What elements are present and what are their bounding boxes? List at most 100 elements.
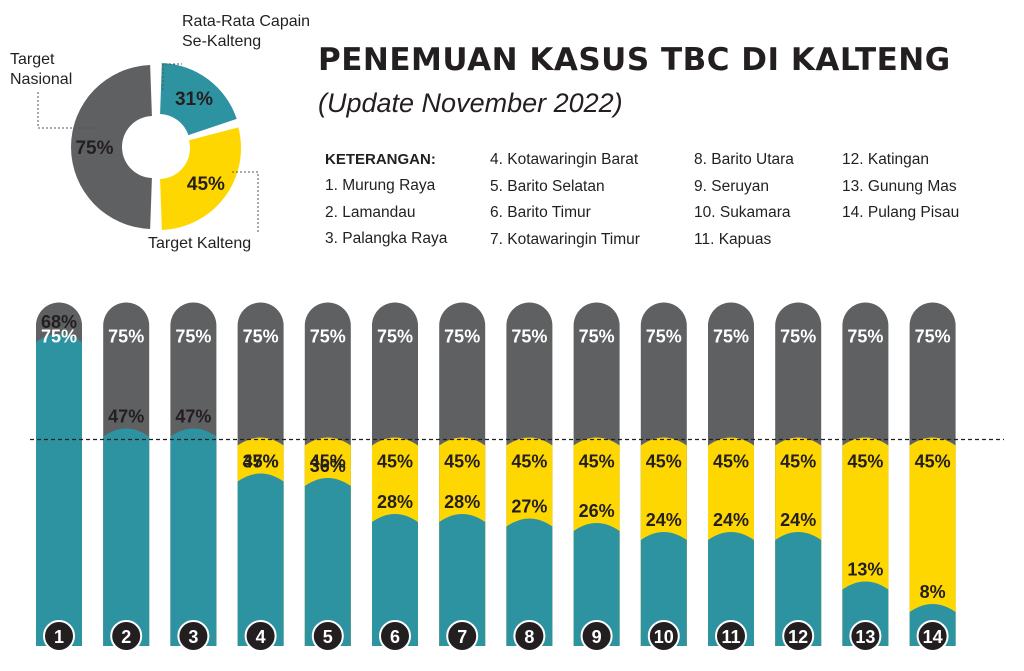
chart-title: PENEMUAN KASUS TBC DI KALTENG <box>318 42 951 78</box>
bar-label-national: 75% <box>511 327 547 347</box>
legend-item: 2. Lamandau <box>325 203 416 221</box>
category-badge <box>580 620 613 652</box>
category-badge <box>782 620 815 652</box>
legend-item: 8. Barito Utara <box>694 151 794 168</box>
legend-column-2: 4. Kotawaringin Barat 5. Barito Selatan … <box>490 150 640 256</box>
bar-label-kalteng: 45% <box>780 452 816 472</box>
legend-item: 7. Kotawaringin Timur <box>490 230 640 248</box>
bar-label-national: 75% <box>579 327 615 347</box>
legend-heading: KETERANGAN: <box>325 151 436 168</box>
bar-value-label: 47% <box>108 407 144 427</box>
bar-group <box>103 302 150 646</box>
bar-achievement <box>103 428 150 646</box>
category-badge <box>647 620 680 652</box>
bar-value-label: 24% <box>780 510 816 530</box>
bar-achievement <box>640 532 687 646</box>
category-label: 7 <box>457 627 467 647</box>
bar-group <box>304 302 351 646</box>
leader-line-national <box>37 92 100 129</box>
bar-value-label: 24% <box>646 510 682 530</box>
category-label: 3 <box>188 627 198 647</box>
legend-item: 1. Murung Raya <box>325 177 436 194</box>
bar-label-national: 75% <box>646 327 682 347</box>
bar-achievement <box>506 518 553 646</box>
bar-value-label: 8% <box>920 582 946 602</box>
bar-label-kalteng: 45% <box>713 452 749 472</box>
bar-value-label: 37% <box>243 452 279 472</box>
bar-label-kalteng: 45% <box>444 452 480 472</box>
legend-item: 9. Seruyan <box>694 177 769 195</box>
legend-item: 10. Sukamara <box>694 204 791 221</box>
bar-achievement <box>372 514 418 646</box>
category-badge <box>244 620 277 652</box>
bar-label-kalteng: 45% <box>915 452 951 472</box>
legend-item: 11. Kapuas <box>694 230 772 248</box>
category-badge <box>110 620 143 652</box>
category-badge <box>311 620 344 652</box>
legend-item: 5. Barito Selatan <box>490 177 605 195</box>
bar-achievement <box>708 532 754 646</box>
legend-column-3: 8. Barito Utara 9. Seruyan 10. Sukamara … <box>694 150 794 256</box>
category-label: 6 <box>390 627 400 647</box>
bar-label-kalteng: 45% <box>243 452 279 472</box>
bar-label-national: 75% <box>780 327 816 347</box>
bar-achievement <box>237 473 284 646</box>
bar-label-kalteng: 45% <box>847 452 883 472</box>
category-label: 9 <box>592 627 602 647</box>
bar-kalteng-target <box>909 437 956 646</box>
bar-label-kalteng: 45% <box>511 452 547 472</box>
bar-value-label: 28% <box>377 492 413 512</box>
bar-group <box>842 302 889 646</box>
category-label: 10 <box>654 627 674 647</box>
donut-value-national: 75% <box>75 138 113 159</box>
leader-line-average <box>162 63 182 90</box>
legend-item: 6. Barito Timur <box>490 204 591 221</box>
category-badge <box>43 620 75 652</box>
bar-group <box>573 302 620 646</box>
category-label: 11 <box>721 627 740 647</box>
category-label: 5 <box>323 627 333 647</box>
legend-item: 13. Gunung Mas <box>842 177 957 195</box>
donut-chart: 75% 31% 45% <box>37 63 259 232</box>
bar-value-label: 24% <box>713 510 749 530</box>
donut-label-kalteng-line1: Target Kalteng <box>148 235 252 252</box>
bar-label-national: 75% <box>41 327 77 347</box>
legend-item: 4. Kotawaringin Barat <box>490 151 639 168</box>
bar-achievement <box>439 514 486 646</box>
legend-column-4: 12. Katingan 13. Gunung Mas 14. Pulang P… <box>842 150 959 230</box>
category-badge <box>177 620 210 652</box>
bar-group <box>506 302 553 646</box>
donut-label-national-line1: Target <box>10 51 55 68</box>
category-badge <box>715 620 747 652</box>
bar-value-label: 68% <box>41 312 77 332</box>
donut-slice-average <box>160 63 237 136</box>
category-label: 8 <box>524 627 534 647</box>
legend-item: 3. Palangka Raya <box>325 230 448 247</box>
donut-label-national: Target Nasional <box>10 50 72 90</box>
bar-label-national: 75% <box>847 327 883 347</box>
bar-achievement <box>304 478 351 646</box>
bar-group <box>372 302 418 646</box>
bar-label-national: 75% <box>713 327 749 347</box>
bar-value-label: 36% <box>310 456 346 476</box>
leader-line-kalteng <box>232 171 259 232</box>
legend-item: 14. Pulang Pisau <box>842 204 960 221</box>
category-label: 4 <box>256 627 266 647</box>
category-label: 14 <box>923 627 943 647</box>
donut-label-average: Rata-Rata Capain Se-Kalteng <box>182 12 310 52</box>
category-badge <box>916 620 949 652</box>
bar-label-kalteng: 45% <box>377 452 413 472</box>
donut-slice-national <box>71 65 152 229</box>
category-badge <box>379 620 411 652</box>
bar-achievement <box>170 428 217 646</box>
category-label: 2 <box>121 627 131 647</box>
bar-label-national: 75% <box>444 327 480 347</box>
bar-label-national: 75% <box>175 327 211 347</box>
legend-column-1: KETERANGAN: 1. Murung Raya 2. Lamandau 3… <box>325 150 447 256</box>
bar-label-national: 75% <box>310 327 346 347</box>
donut-label-average-line2: Se-Kalteng <box>182 33 262 50</box>
bar-group <box>237 302 284 646</box>
bar-value-label: 26% <box>579 501 615 521</box>
donut-label-kalteng: Target Kalteng <box>148 234 251 254</box>
legend-item: 12. Katingan <box>842 151 930 168</box>
